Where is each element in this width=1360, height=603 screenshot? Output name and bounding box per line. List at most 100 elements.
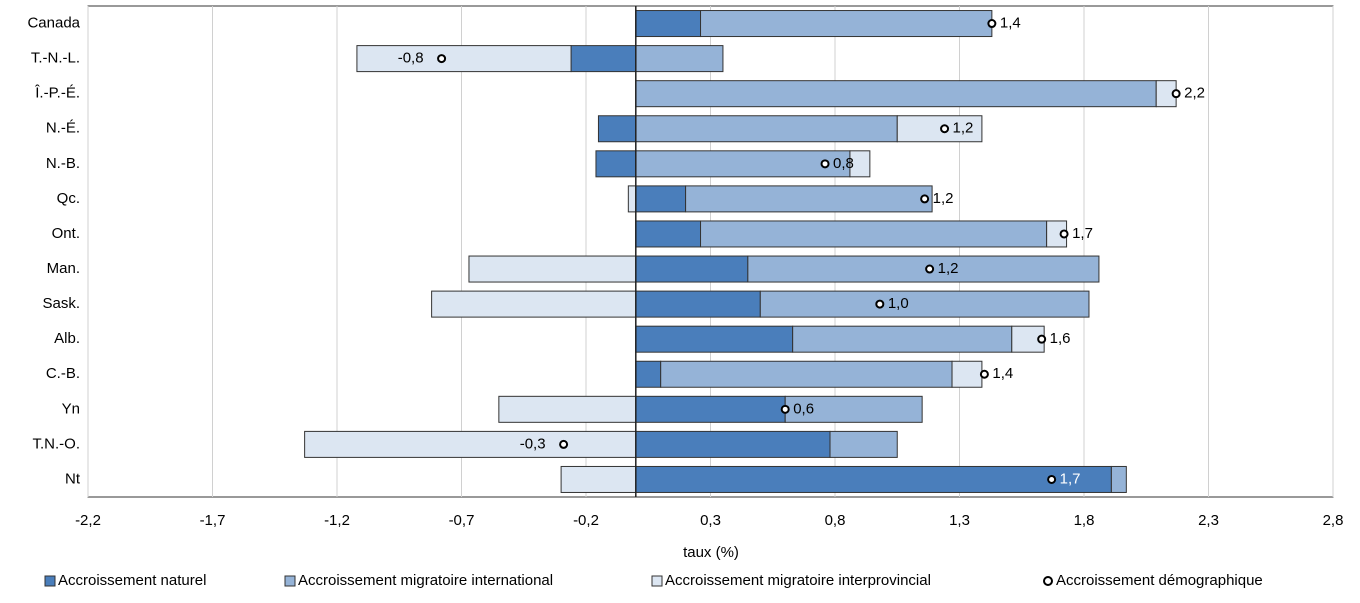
bar-segment	[635, 325, 794, 353]
y-tick-label: Yn	[62, 400, 80, 417]
bar-segment	[635, 395, 786, 423]
y-tick-label: C.-B.	[46, 365, 80, 382]
y-tick-label: T.-N.-L.	[31, 50, 80, 67]
bar-segment	[635, 465, 1112, 493]
y-tick-label: Sask.	[42, 295, 80, 312]
point	[1059, 229, 1069, 239]
x-tick-label: 1,3	[949, 512, 970, 529]
legend-swatch	[44, 575, 56, 587]
y-tick-label: Alb.	[54, 330, 80, 347]
y-tick-label: N.-B.	[46, 155, 80, 172]
point	[1037, 334, 1047, 344]
bar-segment	[660, 360, 953, 388]
bar-segment	[468, 255, 637, 283]
point	[780, 404, 790, 414]
bar-segment	[595, 150, 637, 178]
bar-segment	[570, 45, 637, 73]
point	[559, 439, 569, 449]
data-label: 1,4	[992, 365, 1013, 382]
bar-segment	[627, 185, 637, 213]
bar-segment	[759, 290, 1090, 318]
bar-segment	[700, 10, 993, 38]
legend-swatch	[651, 575, 663, 587]
bar-segment	[635, 255, 749, 283]
data-label: 1,2	[953, 120, 974, 137]
data-label: 1,7	[1072, 225, 1093, 242]
data-label: 1,2	[933, 190, 954, 207]
y-tick-label: Nt	[65, 470, 81, 487]
legend-marker	[1043, 576, 1053, 586]
bar-segment	[560, 465, 637, 493]
point	[1047, 474, 1057, 484]
data-label: 1,7	[1060, 470, 1081, 487]
bar-segment	[951, 360, 983, 388]
data-label: 0,8	[833, 155, 854, 172]
data-label: 1,2	[938, 260, 959, 277]
data-label: 1,6	[1050, 330, 1071, 347]
point	[875, 299, 885, 309]
y-tick-label: Canada	[27, 15, 80, 32]
x-tick-label: 0,8	[825, 512, 846, 529]
point	[820, 159, 830, 169]
point	[979, 369, 989, 379]
bar-segment	[635, 115, 898, 143]
bar-segment	[1110, 465, 1127, 493]
bar-segment	[849, 150, 871, 178]
bar-segment	[635, 185, 687, 213]
bar-segment	[304, 430, 637, 458]
legend-label: Accroissement migratoire interprovincial	[665, 572, 931, 589]
y-tick-label: Man.	[47, 260, 80, 277]
bar-segment	[635, 290, 761, 318]
bar-segment	[792, 325, 1013, 353]
point	[1171, 89, 1181, 99]
bar-segment	[635, 45, 724, 73]
bar-segment	[597, 115, 637, 143]
bar-segment	[635, 150, 851, 178]
x-tick-label: 0,3	[700, 512, 721, 529]
point	[940, 124, 950, 134]
x-tick-label: -2,2	[75, 512, 101, 529]
data-label: 2,2	[1184, 85, 1205, 102]
bar-segment	[747, 255, 1100, 283]
x-tick-label: -0,2	[573, 512, 599, 529]
bar-segment	[635, 360, 662, 388]
legend-label: Accroissement démographique	[1056, 572, 1263, 589]
bar-segment	[356, 45, 572, 73]
point	[987, 19, 997, 29]
legend-label: Accroissement naturel	[58, 572, 206, 589]
x-tick-label: 2,3	[1198, 512, 1219, 529]
data-label: -0,8	[398, 50, 424, 67]
data-label: 1,4	[1000, 15, 1021, 32]
y-tick-label: N.-É.	[46, 120, 80, 137]
point	[437, 54, 447, 64]
x-tick-label: -0,7	[449, 512, 475, 529]
bar-segment	[635, 220, 702, 248]
legend-label: Accroissement migratoire international	[298, 572, 553, 589]
y-tick-label: Ont.	[52, 225, 80, 242]
bar-segment	[635, 80, 1157, 108]
y-tick-label: Qc.	[57, 190, 80, 207]
y-tick-label: Î.-P.-É.	[34, 85, 80, 102]
x-tick-label: 2,8	[1323, 512, 1344, 529]
bar-segment	[784, 395, 923, 423]
x-tick-label: -1,7	[200, 512, 226, 529]
data-label: 0,6	[793, 400, 814, 417]
x-tick-label: 1,8	[1074, 512, 1095, 529]
legend-swatch	[284, 575, 296, 587]
bar-segment	[685, 185, 933, 213]
data-label: -0,3	[520, 435, 546, 452]
x-axis-title: taux (%)	[683, 544, 739, 561]
bar-segment	[700, 220, 1048, 248]
bar-segment	[829, 430, 898, 458]
bar-segment	[498, 395, 637, 423]
bar-segment	[635, 10, 702, 38]
data-label: 1,0	[888, 295, 909, 312]
bar-segment	[431, 290, 637, 318]
point	[925, 264, 935, 274]
bar-segment	[635, 430, 831, 458]
x-tick-label: -1,2	[324, 512, 350, 529]
y-tick-label: T.N.-O.	[33, 435, 81, 452]
bar-segment	[896, 115, 983, 143]
point	[920, 194, 930, 204]
